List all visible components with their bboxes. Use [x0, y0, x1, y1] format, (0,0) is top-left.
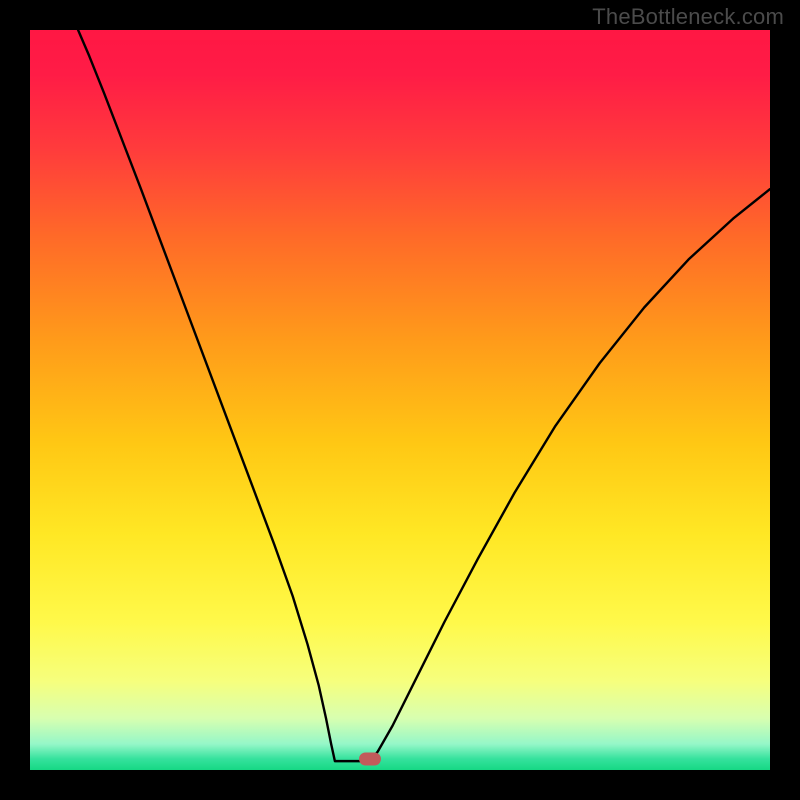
watermark-text: TheBottleneck.com — [592, 4, 784, 30]
chart-frame: TheBottleneck.com — [0, 0, 800, 800]
plot-area — [30, 30, 770, 770]
minimum-marker — [359, 752, 381, 765]
